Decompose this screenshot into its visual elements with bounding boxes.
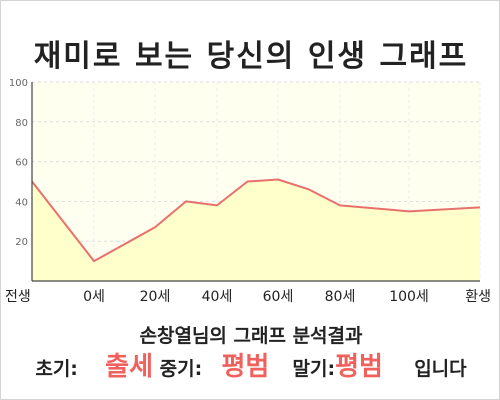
mid-value: 평범 (221, 352, 270, 382)
early-label: 초기: (35, 358, 78, 380)
x-tick-label: 100세 (389, 289, 429, 305)
y-tick-label: 60 (15, 158, 28, 169)
y-tick-label: 80 (15, 118, 28, 129)
x-tick-label: 환생 (465, 289, 491, 305)
series-area (32, 179, 480, 281)
y-tick-label: 40 (15, 197, 28, 208)
page-title: 재미로 보는 당신의 인생 그래프 (33, 39, 469, 74)
late-value: 평범 (335, 352, 383, 382)
x-tick-label: 40세 (202, 289, 233, 305)
life-graph-chart: 20 40 60 80 100 전생 0세 20세 40세 60세 80세 100세 환생 (5, 78, 491, 305)
x-tick-label: 20세 (140, 289, 171, 305)
x-tick-label: 80세 (325, 289, 356, 305)
late-label: 말기: (292, 358, 336, 380)
mid-label: 중기: (159, 358, 203, 380)
result-ending: 입니다 (414, 358, 467, 380)
x-tick-label: 60세 (263, 289, 294, 305)
x-tick-label: 0세 (83, 289, 105, 305)
analysis-result: 초기: 출세 중기: 평범 말기:평범 입니다 (1, 346, 500, 383)
y-tick-label: 100 (9, 78, 28, 89)
y-tick-label: 20 (15, 237, 28, 248)
x-tick-label: 전생 (5, 289, 31, 305)
early-value: 출세 (105, 352, 153, 382)
analysis-summary: 손창열님의 그래프 분석결과 (139, 325, 363, 347)
